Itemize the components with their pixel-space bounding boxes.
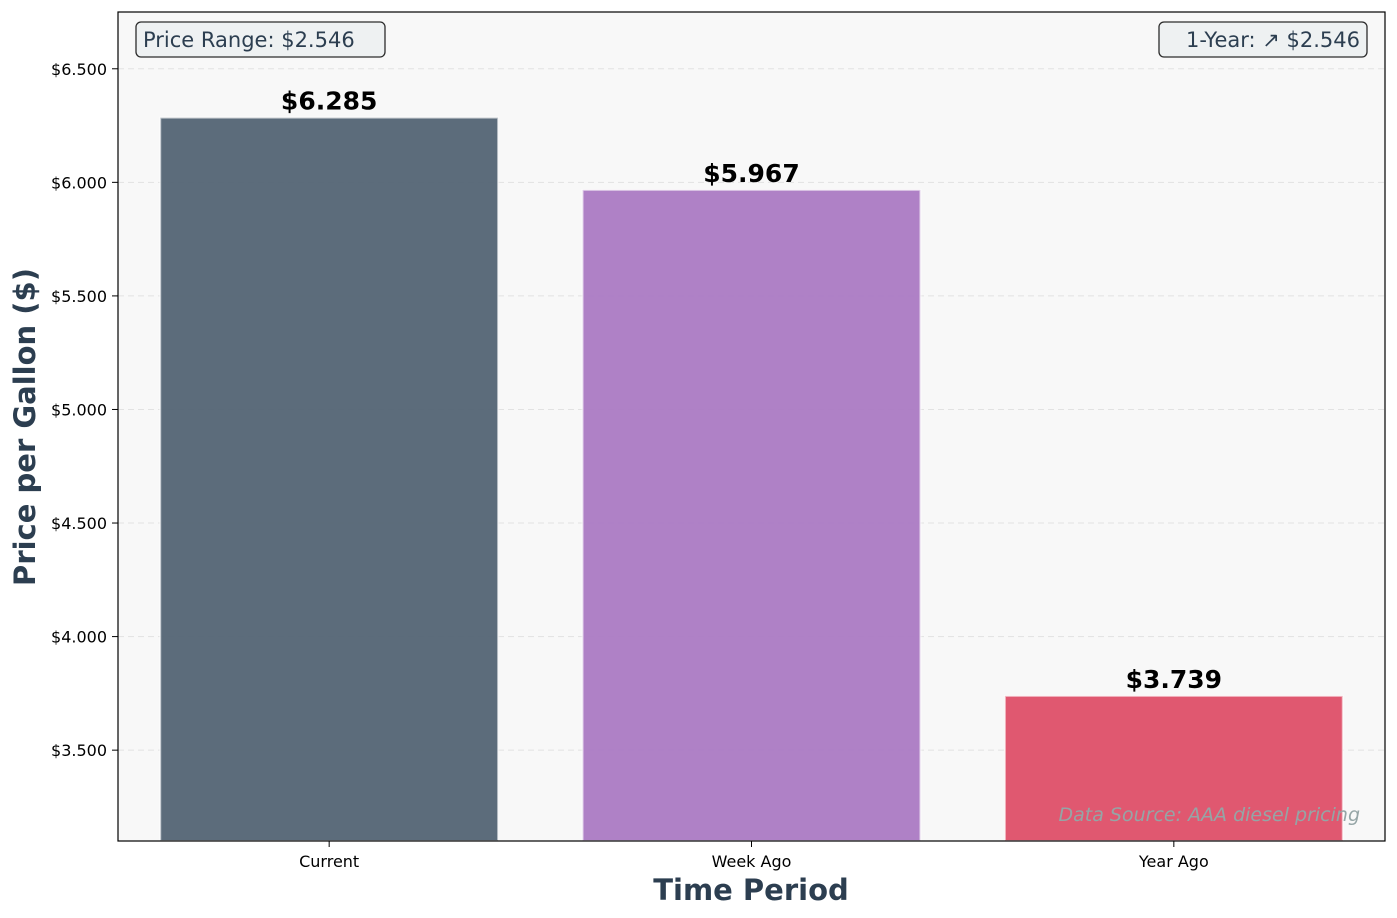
bar-week-ago (581, 188, 922, 843)
y-tick-label: $6.000 (51, 173, 107, 192)
y-tick-label: $4.000 (51, 628, 107, 647)
price-range-text: Price Range: $2.546 (143, 28, 355, 52)
bar-current (159, 116, 500, 843)
one-year-change-text: 1-Year: ↗ $2.546 (1186, 28, 1360, 52)
y-tick-label: $6.500 (51, 60, 107, 79)
bar-value-label: $3.739 (1126, 665, 1222, 694)
y-tick-label: $5.500 (51, 287, 107, 306)
x-tick-label: Week Ago (712, 852, 792, 871)
y-tick-label: $5.000 (51, 400, 107, 419)
x-axis-label: Time Period (653, 873, 849, 907)
y-tick-label: $3.500 (51, 741, 107, 760)
data-source-note: Data Source: AAA diesel pricing (1059, 804, 1360, 826)
x-tick-label: Year Ago (1138, 852, 1209, 871)
x-axis: Current Week Ago Year Ago (299, 841, 1209, 871)
value-labels: $6.285 $5.967 $3.739 (281, 87, 1222, 694)
x-tick-label: Current (299, 852, 359, 871)
bar-value-label: $6.285 (281, 87, 377, 116)
y-axis: $3.500 $4.000 $4.500 $5.000 $5.500 $6.000 $6.5… (51, 60, 118, 760)
bar-value-label: $5.967 (703, 159, 799, 188)
y-axis-label: Price per Gallon ($) (8, 268, 42, 586)
one-year-change-box (1158, 21, 1368, 58)
price-range-box (135, 21, 386, 58)
y-tick-label: $4.500 (51, 514, 107, 533)
